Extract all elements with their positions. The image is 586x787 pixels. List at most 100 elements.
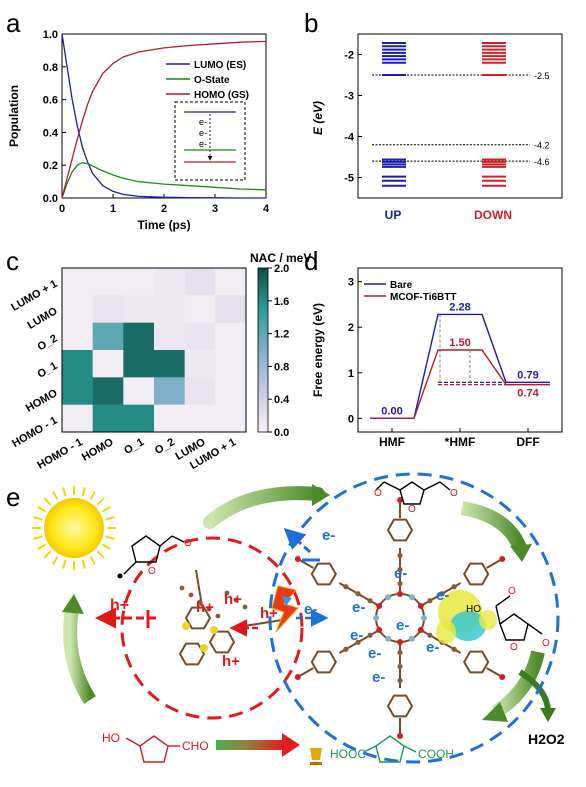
framework-ring [310, 650, 337, 674]
atom [343, 646, 349, 652]
electron-label-4: e- [352, 599, 365, 616]
atom [197, 599, 203, 605]
atom [451, 584, 457, 590]
electron-label-2: e- [304, 601, 317, 618]
a-legend-label: LUMO (ES) [194, 60, 246, 71]
acid-group-label: HO [466, 604, 481, 615]
donor-ring [178, 642, 206, 666]
electron-label-6: e- [436, 587, 449, 604]
c-heatmap-cell [92, 377, 124, 405]
atom [397, 639, 403, 645]
a-xtick-label: 0 [59, 203, 65, 215]
c-heatmap-cell [154, 404, 185, 433]
d-ytick-label: 3 [348, 277, 354, 289]
sulfur-atom [182, 622, 190, 630]
c-heatmap-cell [154, 350, 185, 378]
sun-ray [96, 497, 105, 506]
c-heatmap-cell [62, 295, 93, 323]
panel-a-xlabel: Time (ps) [137, 218, 190, 232]
electron-region [268, 472, 560, 764]
atom [409, 594, 415, 601]
sun-ray [52, 491, 59, 500]
hmf-cho-label: CHO [182, 739, 209, 753]
panel-b-chart: -2 -3 -4 -5 -2.5 -4.2 -4.6 E (eV) UP DOWN [311, 33, 563, 222]
c-heatmap-cell [184, 350, 216, 378]
a-ytick-label: 0.6 [43, 95, 58, 107]
a-ytick-label: 0.2 [43, 160, 58, 172]
panel-letter-c: c [6, 246, 19, 276]
sun-ray [52, 556, 59, 565]
atom [397, 591, 403, 597]
electron-label-9: e- [396, 617, 409, 634]
donor-ring [208, 630, 236, 654]
c-ytick-label: HOMO [24, 387, 60, 415]
panel-letter-e: e [6, 482, 20, 512]
intermediate-molecule: O O [117, 535, 192, 579]
a-xtick-label: 2 [161, 203, 167, 215]
d-ytick-label: 1 [348, 368, 354, 380]
d-ytick-label: 0 [348, 413, 354, 425]
svg-text:O: O [450, 488, 458, 499]
c-colorbar-label: 1.6 [274, 296, 289, 308]
b-reference-label: -2.5 [534, 71, 550, 81]
c-heatmap-cell [154, 268, 185, 296]
svg-text:O: O [510, 642, 518, 653]
c-heatmap-cell [123, 295, 155, 323]
dff-molecule: O O O [374, 481, 458, 515]
inset-electron-1: e- [199, 117, 207, 127]
sun-ray [33, 535, 43, 540]
panel-letter-a: a [6, 8, 21, 38]
reaction-arrow [216, 740, 282, 750]
atom [427, 632, 433, 638]
atom [355, 639, 361, 645]
c-xtick-label: HOMO - 1 [35, 436, 84, 471]
c-heatmap-cell [92, 350, 124, 378]
a-ytick-label: 0.4 [43, 127, 59, 139]
c-heatmap-cell [215, 377, 247, 405]
d-value-label: 0.74 [517, 388, 539, 400]
framework-ring [310, 562, 337, 586]
d-xtick-label: DFF [516, 435, 539, 449]
c-heatmap-cell [62, 350, 93, 378]
atom [385, 594, 391, 601]
framework-arm [297, 558, 314, 569]
c-heatmap-cell [184, 322, 216, 351]
svg-text:O: O [184, 538, 192, 549]
c-heatmap-cell [184, 404, 216, 433]
c-heatmap-cell [154, 377, 185, 405]
c-ytick-label: HOMO - 1 [10, 415, 59, 450]
sun-ray [81, 487, 86, 497]
fdca-hooc-label: HOOC [330, 747, 366, 761]
sun-ray [43, 550, 52, 559]
d-xtick-label: HMF [379, 435, 405, 449]
framework-arm [297, 667, 314, 678]
atom [385, 635, 391, 642]
c-heatmap-cell [123, 350, 155, 378]
c-colorbar-label: 0.8 [274, 361, 289, 373]
atom [294, 556, 301, 562]
atom [499, 556, 506, 562]
atom [417, 627, 424, 633]
d-value-label: 0.00 [381, 405, 402, 417]
trophy-icon [310, 748, 322, 765]
electron-label-10: e- [368, 645, 381, 662]
a-ytick-label: 0.0 [43, 193, 58, 205]
a-xtick-label: 1 [110, 203, 116, 215]
electron-label-5: e- [350, 627, 363, 644]
sun-ray [37, 506, 46, 513]
c-heatmap-cell [215, 295, 247, 323]
curved-arrow-top [203, 486, 325, 529]
framework-arm [486, 667, 503, 678]
sun-ray [102, 506, 111, 513]
panel-d-ylabel: Free energy (eV) [311, 303, 325, 397]
sun-ray [105, 516, 115, 521]
c-heatmap-cell [215, 268, 247, 296]
panel-c-colorbar-label: NAC / meV [250, 251, 311, 265]
d-legend-label: MCOF-Ti6BTT [390, 292, 456, 303]
c-heatmap-cell [123, 268, 155, 296]
c-colorbar-label: 0.4 [274, 394, 290, 406]
sun-ray [102, 543, 111, 550]
lightning-icon [271, 585, 299, 633]
framework-arm [486, 558, 503, 569]
a-xtick-label: 4 [263, 203, 270, 215]
